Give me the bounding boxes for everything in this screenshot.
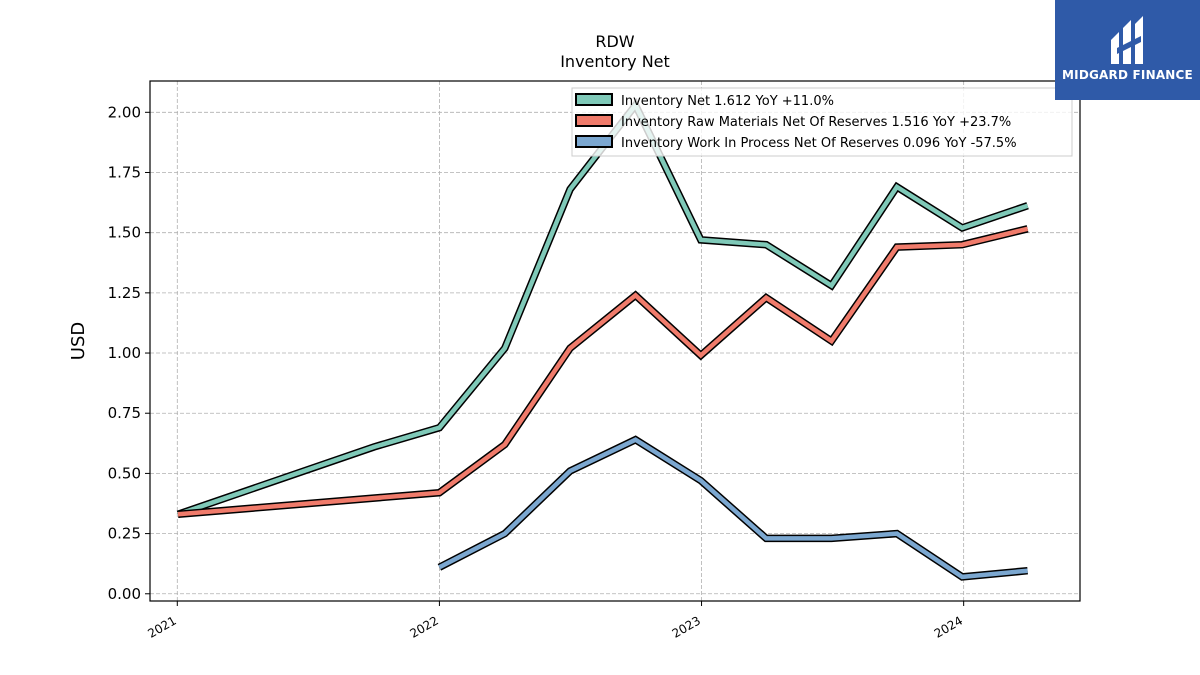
y-axis-label: USD xyxy=(68,322,89,360)
legend-swatch-work-in-process xyxy=(575,135,613,148)
legend-box xyxy=(571,87,1073,157)
legend-swatch-raw-materials xyxy=(575,114,613,127)
y-tick-label: 0.75 xyxy=(108,404,141,422)
x-tick-label: 2023 xyxy=(670,613,703,640)
y-tick-label: 2.00 xyxy=(108,103,141,121)
series-line-inventory-net xyxy=(176,98,1029,518)
series-line-raw-materials xyxy=(177,225,1029,519)
x-axis-ticks: 2021 2022 2023 2024 xyxy=(145,601,965,641)
x-tick-label: 2021 xyxy=(145,613,178,640)
series-line-work-in-process-stroke xyxy=(438,437,1028,580)
chart-title: RDW xyxy=(595,32,634,51)
series-lines xyxy=(176,98,1029,581)
legend-label-work-in-process: Inventory Work In Process Net Of Reserve… xyxy=(621,136,1017,151)
series-line-work-in-process xyxy=(437,435,1028,581)
legend-label-raw-materials: Inventory Raw Materials Net Of Reserves … xyxy=(621,115,1011,130)
y-tick-label: 1.50 xyxy=(108,224,141,242)
x-tick-label: 2024 xyxy=(932,613,965,640)
legend-swatch-inventory-net xyxy=(575,93,613,106)
y-tick-label: 1.00 xyxy=(108,344,141,362)
grid-lines xyxy=(150,81,1080,601)
plot-frame xyxy=(149,80,1081,602)
y-tick-label: 0.00 xyxy=(108,585,141,603)
y-tick-label: 1.25 xyxy=(108,284,141,302)
midgard-logo-icon xyxy=(1111,16,1143,64)
series-line-inventory-net-stroke xyxy=(177,100,1029,517)
y-axis-ticks: 0.00 0.25 0.50 0.75 1.00 1.25 1.50 1.75 2.00 xyxy=(108,103,150,603)
logo-text: MIDGARD FINANCE xyxy=(1062,68,1193,82)
legend: Inventory Net 1.612 YoY +11.0% Inventory… xyxy=(571,87,1073,157)
y-tick-label: 1.75 xyxy=(108,163,141,181)
y-tick-label: 0.25 xyxy=(108,525,141,543)
legend-label-inventory-net: Inventory Net 1.612 YoY +11.0% xyxy=(621,94,834,109)
chart-subtitle: Inventory Net xyxy=(560,52,670,71)
series-line-raw-materials-stroke xyxy=(177,226,1029,517)
x-tick-label: 2022 xyxy=(407,613,440,640)
y-tick-label: 0.50 xyxy=(108,464,141,482)
brand-logo: MIDGARD FINANCE xyxy=(1055,0,1200,100)
